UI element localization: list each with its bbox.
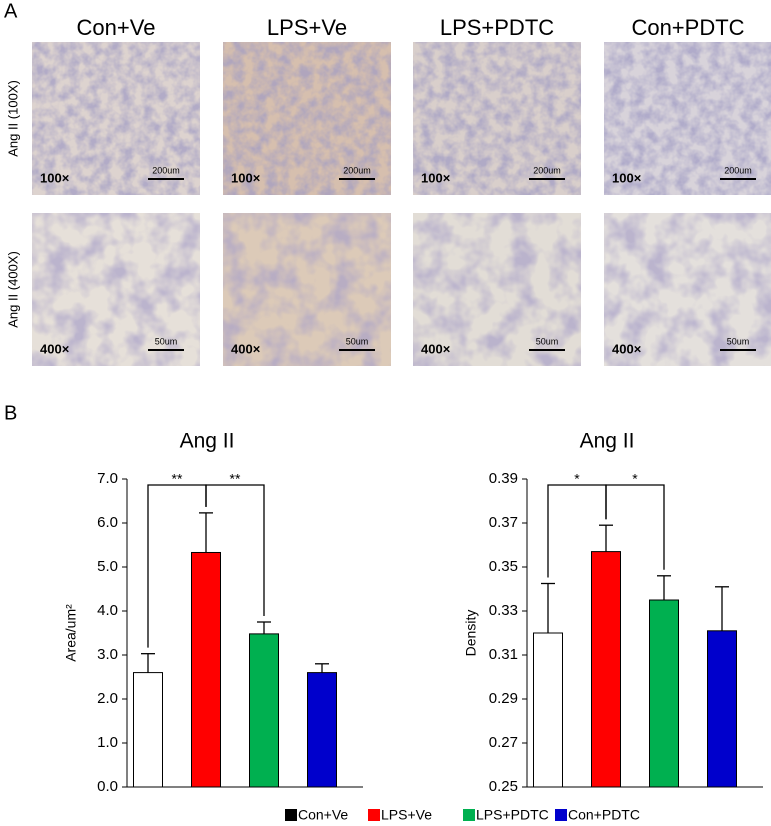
y-axis-label: Area/um² (63, 604, 79, 662)
scale-bar-label: 50um (727, 336, 750, 346)
y-tick-label: 4.0 (97, 602, 118, 619)
micrograph-texture (223, 42, 391, 195)
magnification: 400× (40, 341, 70, 356)
y-tick-label: 7.0 (97, 470, 118, 487)
y-tick-label: 0.39 (489, 470, 518, 487)
y-tick-label: 1.0 (97, 734, 118, 751)
column-title: Con+Ve (77, 15, 156, 40)
y-tick-label: 5.0 (97, 558, 118, 575)
bar (533, 632, 563, 788)
y-tick-label: 0.37 (489, 514, 518, 531)
magnification: 400× (421, 341, 451, 356)
significance-bracket (205, 484, 265, 616)
micrograph-texture (413, 213, 581, 366)
y-axis-label: Density (463, 610, 479, 657)
legend-label: Con+PDTC (568, 807, 640, 823)
significance-label: * (574, 471, 580, 487)
legend-label: LPS+Ve (381, 807, 432, 823)
magnification: 100× (40, 170, 70, 185)
micrograph-texture (32, 42, 200, 195)
panel-label: A (4, 0, 18, 22)
legend-label: Con+Ve (298, 807, 348, 823)
y-tick-label: 0.25 (489, 778, 518, 795)
scale-bar-label: 50um (346, 336, 369, 346)
magnification: 100× (612, 170, 642, 185)
bar (591, 551, 621, 788)
y-tick-label: 0.27 (489, 734, 518, 751)
chart-title: Ang II (580, 430, 635, 453)
magnification: 100× (231, 170, 261, 185)
significance-label: ** (230, 471, 241, 487)
bar (707, 630, 737, 788)
bar (133, 672, 163, 788)
column-title: Con+PDTC (631, 15, 744, 40)
significance-label: * (632, 471, 638, 487)
scale-bar-label: 50um (155, 336, 178, 346)
scale-bar-label: 200um (724, 165, 752, 175)
y-tick-label: 3.0 (97, 646, 118, 663)
magnification: 400× (612, 341, 642, 356)
micrograph-texture (413, 42, 581, 195)
row-label: Ang II (400X) (5, 251, 20, 328)
panel-label: B (4, 402, 17, 424)
significance-label: ** (172, 471, 183, 487)
magnification: 100× (421, 170, 451, 185)
bar (191, 551, 221, 788)
bar (249, 633, 279, 788)
y-tick-label: 0.0 (97, 778, 118, 795)
column-title: LPS+Ve (267, 15, 347, 40)
scale-bar-label: 200um (533, 165, 561, 175)
y-tick-label: 0.31 (489, 646, 518, 663)
micrograph-texture (32, 213, 200, 366)
bar (649, 599, 679, 788)
y-tick-label: 6.0 (97, 514, 118, 531)
legend-swatch (555, 809, 567, 821)
chart-title: Ang II (180, 430, 235, 453)
bar (307, 672, 337, 788)
micrograph-texture (223, 213, 391, 366)
column-title: LPS+PDTC (440, 15, 554, 40)
micrograph-texture (604, 213, 771, 366)
legend-label: LPS+PDTC (476, 807, 549, 823)
row-label: Ang II (100X) (5, 80, 20, 157)
y-tick-label: 2.0 (97, 690, 118, 707)
scale-bar-label: 200um (343, 165, 371, 175)
y-tick-label: 0.35 (489, 558, 518, 575)
y-tick-label: 0.29 (489, 690, 518, 707)
y-tick-label: 0.33 (489, 602, 518, 619)
legend-swatch (368, 809, 380, 821)
scale-bar-label: 200um (152, 165, 180, 175)
scale-bar-label: 50um (536, 336, 559, 346)
micrograph-texture (604, 42, 771, 195)
magnification: 400× (231, 341, 261, 356)
significance-bracket (605, 484, 665, 570)
legend-swatch (463, 809, 475, 821)
legend-swatch (285, 809, 297, 821)
